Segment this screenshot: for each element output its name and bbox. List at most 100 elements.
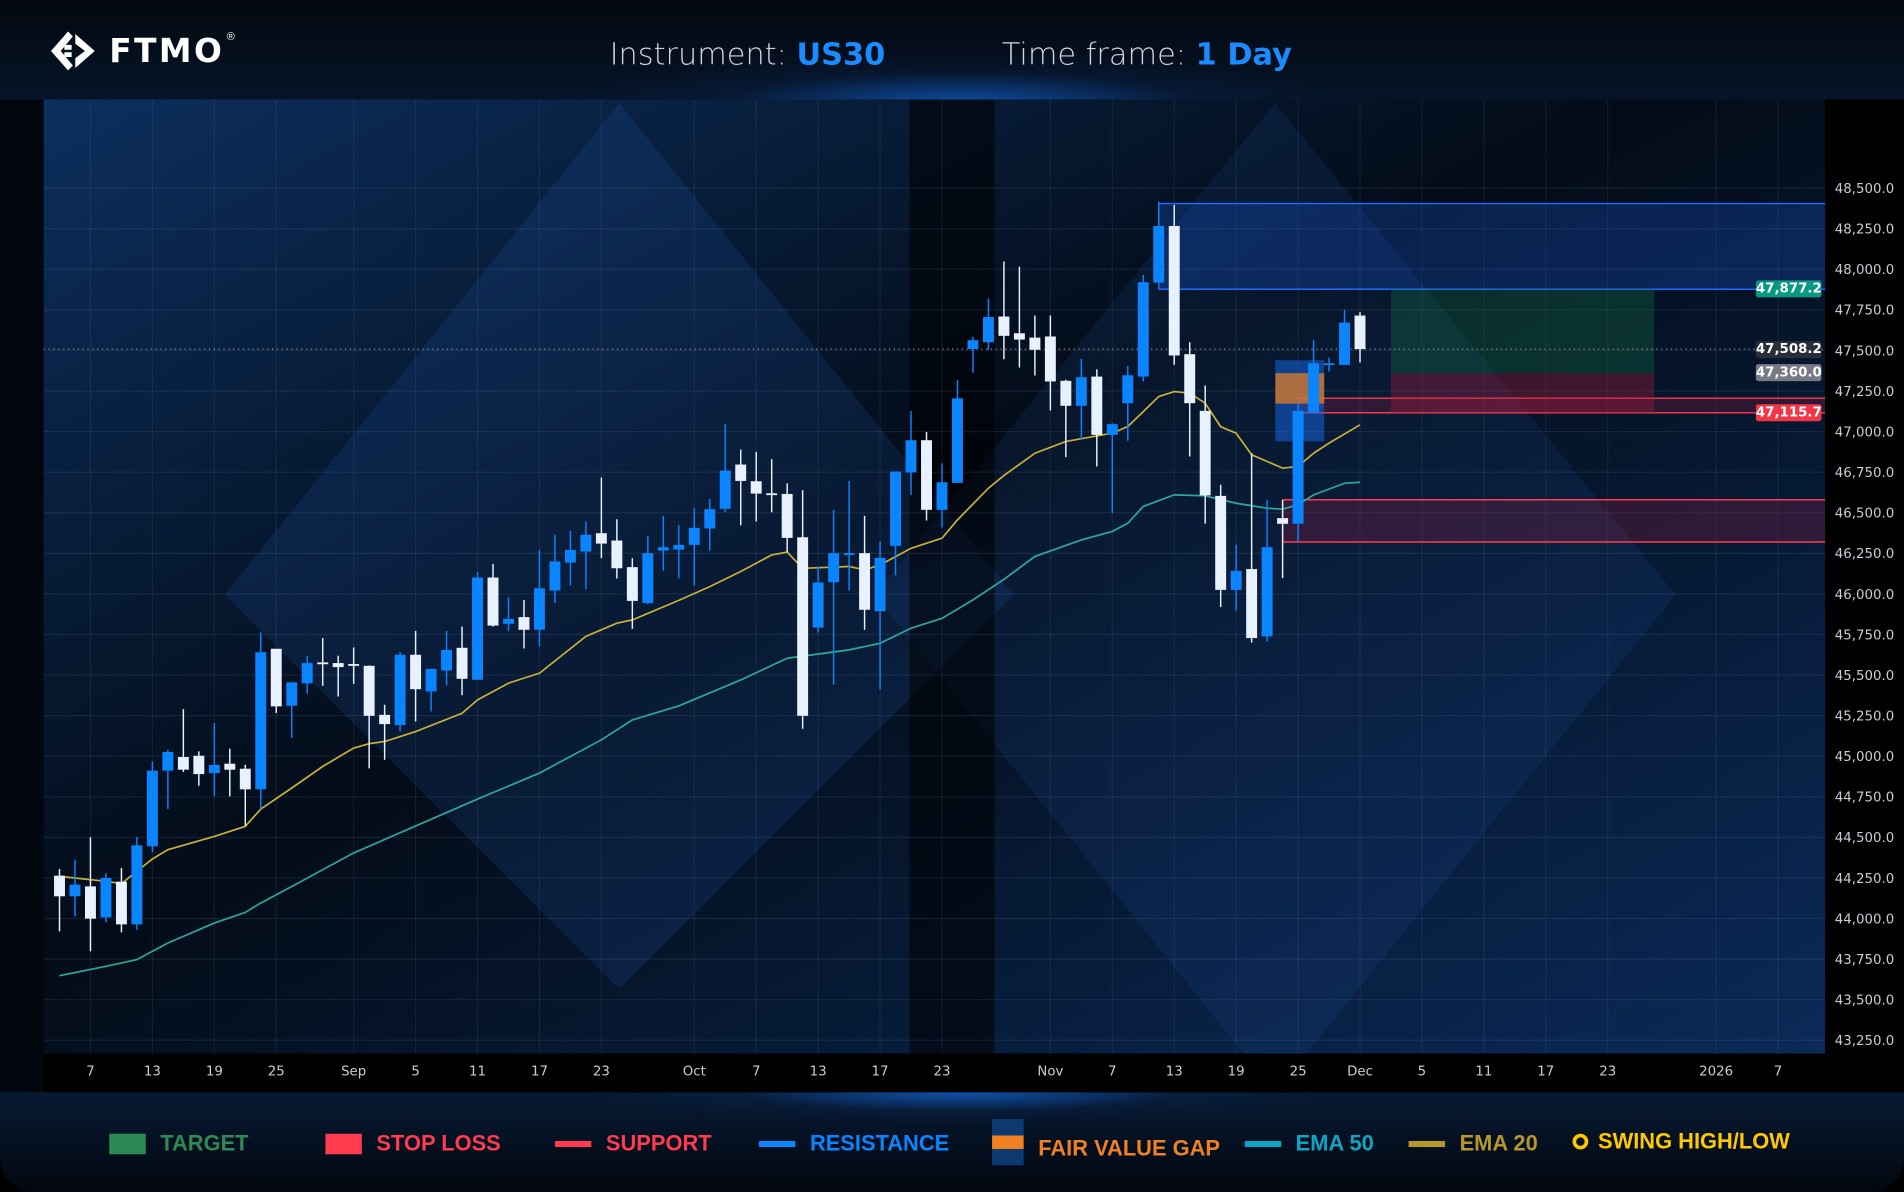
candle-body — [208, 764, 220, 774]
candle[interactable] — [905, 410, 917, 495]
candle[interactable] — [1013, 266, 1025, 368]
candle[interactable] — [425, 668, 437, 712]
candle[interactable] — [1029, 315, 1041, 376]
candle[interactable] — [719, 423, 731, 513]
candle[interactable] — [1215, 484, 1227, 608]
candle[interactable] — [301, 655, 313, 694]
candle[interactable] — [1168, 204, 1180, 365]
candle[interactable] — [750, 451, 762, 522]
candle[interactable] — [54, 869, 65, 932]
candle[interactable] — [1122, 365, 1134, 441]
candle[interactable] — [441, 630, 453, 686]
candle[interactable] — [688, 508, 700, 586]
candle-body — [1184, 354, 1196, 404]
candle[interactable] — [797, 490, 809, 729]
candle[interactable] — [348, 647, 360, 684]
candle[interactable] — [936, 463, 948, 528]
candle[interactable] — [224, 748, 236, 797]
candle[interactable] — [1261, 499, 1273, 642]
candle[interactable] — [131, 837, 143, 930]
candle[interactable] — [503, 597, 514, 631]
candle-body — [1246, 569, 1258, 639]
candle[interactable] — [859, 515, 871, 630]
candle[interactable] — [162, 749, 174, 809]
candle[interactable] — [704, 498, 716, 551]
x-tick-label: 5 — [1418, 1064, 1427, 1079]
candle[interactable] — [595, 477, 607, 559]
candle[interactable] — [952, 379, 963, 483]
y-tick-label: 43,750.0 — [1835, 953, 1894, 968]
candle[interactable] — [781, 483, 793, 553]
candle[interactable] — [1246, 453, 1258, 643]
price-axis[interactable] — [1825, 99, 1904, 1093]
stop-loss-zone[interactable] — [1390, 373, 1655, 413]
candle[interactable] — [239, 764, 251, 826]
candle[interactable] — [874, 541, 886, 690]
candle[interactable] — [982, 298, 994, 350]
candle[interactable] — [611, 519, 623, 579]
candlestick-chart[interactable]: 48,500.0 48,250.0 48,000.0 47,750.0 47,500.0… — [0, 0, 1904, 1093]
candle[interactable] — [1184, 342, 1196, 457]
candle[interactable] — [1292, 403, 1304, 542]
candle[interactable] — [456, 626, 468, 696]
candle[interactable] — [828, 509, 840, 685]
candle[interactable] — [518, 599, 530, 649]
candle[interactable] — [1137, 274, 1149, 382]
candle[interactable] — [85, 837, 96, 952]
candle[interactable] — [657, 515, 669, 571]
candle[interactable] — [472, 572, 483, 680]
candle[interactable] — [270, 648, 282, 714]
resistance-zone[interactable] — [1158, 203, 1826, 290]
candle[interactable] — [967, 336, 979, 373]
candle[interactable] — [317, 638, 329, 686]
candle[interactable] — [487, 563, 499, 627]
candle[interactable] — [1075, 358, 1087, 440]
candle[interactable] — [332, 655, 344, 697]
candle[interactable] — [1060, 379, 1072, 458]
candle[interactable] — [735, 449, 747, 526]
candle[interactable] — [286, 682, 298, 739]
candle[interactable] — [394, 652, 406, 732]
support-zone-lower[interactable] — [1282, 499, 1826, 542]
candle[interactable] — [100, 873, 112, 923]
candle[interactable] — [890, 471, 902, 576]
candle[interactable] — [1153, 201, 1165, 283]
candle[interactable] — [1044, 315, 1056, 411]
candle[interactable] — [115, 868, 127, 933]
candle[interactable] — [998, 261, 1010, 360]
candle[interactable] — [580, 521, 592, 590]
candle[interactable] — [812, 566, 824, 633]
ema50-line — [59, 481, 1361, 977]
candle[interactable] — [1323, 357, 1335, 372]
candle[interactable] — [626, 558, 638, 629]
candle[interactable] — [549, 534, 561, 604]
target-zone[interactable] — [1390, 289, 1655, 374]
candle[interactable] — [379, 704, 391, 760]
candle[interactable] — [410, 630, 422, 722]
candle[interactable] — [208, 723, 220, 797]
candle[interactable] — [1106, 423, 1118, 514]
candle[interactable] — [921, 431, 932, 521]
candle[interactable] — [1230, 544, 1242, 611]
candle[interactable] — [1199, 385, 1211, 524]
candle[interactable] — [673, 524, 685, 579]
candle[interactable] — [193, 751, 205, 786]
candle[interactable] — [843, 480, 855, 591]
candle[interactable] — [1277, 499, 1289, 579]
candle[interactable] — [1354, 312, 1366, 363]
candle[interactable] — [1091, 369, 1103, 467]
candle[interactable] — [1339, 309, 1350, 365]
candle-body — [1060, 380, 1072, 406]
candle[interactable] — [533, 549, 545, 647]
candle[interactable] — [255, 632, 267, 809]
candle[interactable] — [177, 709, 189, 772]
candle[interactable] — [766, 459, 778, 513]
candle[interactable] — [146, 761, 158, 853]
time-axis[interactable] — [43, 1053, 1826, 1093]
candle[interactable] — [69, 859, 81, 917]
candle[interactable] — [363, 665, 375, 769]
candle[interactable] — [1308, 339, 1320, 413]
candle[interactable] — [642, 535, 654, 605]
candle[interactable] — [564, 530, 576, 586]
support-zone-upper[interactable] — [1298, 398, 1826, 413]
